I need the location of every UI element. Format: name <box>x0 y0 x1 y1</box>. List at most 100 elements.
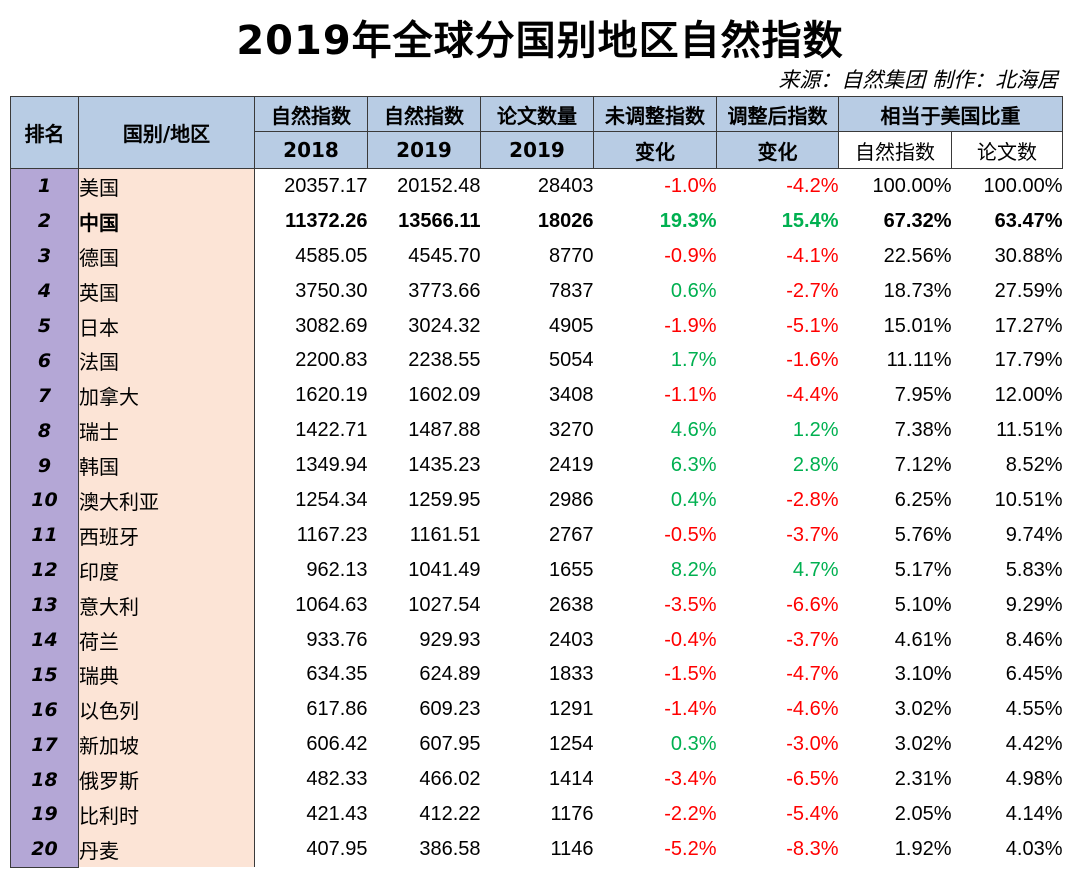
country-cell: 日本 <box>78 308 255 344</box>
unadjusted-change-cell: 8.2% <box>670 558 717 581</box>
relative-ni-cell: 1.92% <box>894 838 952 861</box>
rank-cell: 14 <box>10 622 79 658</box>
adjusted-change-cell: -4.1% <box>786 244 839 267</box>
papers-cell: 2403 <box>549 628 594 651</box>
nature-index-table: 排名 国别/地区 自然指数 自然指数 论文数量 未调整指数 调整后指数 相当于美… <box>10 96 1063 868</box>
relative-papers-cell: 8.52% <box>1005 454 1063 477</box>
adjusted-change-cell: -2.8% <box>786 488 839 511</box>
adjusted-change-cell: -2.7% <box>786 279 839 302</box>
header-relative-to-us: 相当于美国比重 <box>838 96 1063 132</box>
ni2019-cell: 1602.09 <box>408 384 481 407</box>
header-relative-papers: 论文数 <box>951 131 1063 169</box>
ni2018-cell: 1620.19 <box>295 384 368 407</box>
ni2018-cell: 962.13 <box>306 558 368 581</box>
ni2019-cell: 3024.32 <box>408 314 481 337</box>
ni2019-cell: 1041.49 <box>408 558 481 581</box>
ni2019-cell: 20152.48 <box>397 174 481 197</box>
unadjusted-change-cell: -0.5% <box>664 523 717 546</box>
relative-ni-cell: 3.02% <box>894 733 952 756</box>
ni2018-cell: 634.35 <box>306 663 368 686</box>
rank-cell: 1 <box>10 168 79 204</box>
relative-papers-cell: 27.59% <box>994 279 1063 302</box>
papers-cell: 2419 <box>549 454 594 477</box>
unadjusted-change-cell: 0.6% <box>670 279 717 302</box>
rank-cell: 19 <box>10 797 79 832</box>
relative-papers-cell: 17.79% <box>994 349 1063 372</box>
ni2019-cell: 412.22 <box>419 802 481 825</box>
ni2019-cell: 386.58 <box>419 838 481 861</box>
country-cell: 荷兰 <box>78 622 255 658</box>
unadjusted-change-cell: 6.3% <box>670 454 717 477</box>
country-cell: 法国 <box>78 343 255 379</box>
table-row: 12 印度 962.13 1041.49 1655 8.2% 4.7% 5.17% 5.83% <box>10 552 1063 588</box>
adjusted-change-cell: -6.6% <box>786 593 839 616</box>
adjusted-change-cell: -4.2% <box>786 174 839 197</box>
ni2019-cell: 2238.55 <box>408 349 481 372</box>
relative-ni-cell: 15.01% <box>883 314 952 337</box>
ni2019-cell: 466.02 <box>419 768 481 791</box>
rank-cell: 7 <box>10 378 79 414</box>
ni2019-cell: 4545.70 <box>408 244 481 267</box>
header-papers: 论文数量 <box>480 96 594 132</box>
header-rank: 排名 <box>10 96 79 169</box>
relative-ni-cell: 11.11% <box>886 349 952 372</box>
adjusted-change-cell: -1.6% <box>786 349 839 372</box>
ni2019-cell: 609.23 <box>419 698 481 721</box>
papers-cell: 2767 <box>549 523 594 546</box>
relative-ni-cell: 67.32% <box>883 209 952 232</box>
source-note: 来源：自然集团 制作：北海居 <box>778 68 1058 92</box>
rank-cell: 5 <box>10 308 79 344</box>
table-row: 6 法国 2200.83 2238.55 5054 1.7% -1.6% 11.11% 17.7… <box>10 343 1063 379</box>
adjusted-change-cell: -4.6% <box>786 698 839 721</box>
unadjusted-change-cell: -1.5% <box>664 663 717 686</box>
adjusted-change-cell: -3.7% <box>786 628 839 651</box>
country-cell: 新加坡 <box>78 727 255 763</box>
relative-ni-cell: 6.25% <box>894 488 952 511</box>
unadjusted-change-cell: -3.5% <box>664 593 717 616</box>
relative-papers-cell: 9.29% <box>1005 593 1063 616</box>
unadjusted-change-cell: 0.3% <box>670 733 717 756</box>
relative-ni-cell: 5.17% <box>894 558 952 581</box>
header-unadjusted-change: 变化 <box>593 131 717 169</box>
unadjusted-change-cell: 4.6% <box>670 419 717 442</box>
papers-cell: 28403 <box>537 174 594 197</box>
papers-cell: 7837 <box>549 279 594 302</box>
rank-cell: 20 <box>10 831 79 868</box>
relative-ni-cell: 100.00% <box>872 174 952 197</box>
rank-cell: 12 <box>10 552 79 588</box>
header-country: 国别/地区 <box>78 96 255 169</box>
ni2018-cell: 1064.63 <box>295 593 368 616</box>
rank-cell: 10 <box>10 483 79 518</box>
header-adjusted-change: 变化 <box>716 131 839 169</box>
header-adjusted: 调整后指数 <box>716 96 839 132</box>
ni2018-cell: 2200.83 <box>295 349 368 372</box>
adjusted-change-cell: 2.8% <box>792 454 839 477</box>
ni2019-cell: 13566.11 <box>398 209 481 232</box>
relative-papers-cell: 12.00% <box>994 384 1063 407</box>
relative-papers-cell: 5.83% <box>1005 558 1063 581</box>
ni2018-cell: 1167.23 <box>296 523 368 546</box>
table-row: 4 英国 3750.30 3773.66 7837 0.6% -2.7% 18.73% 27.5… <box>10 273 1063 309</box>
rank-cell: 11 <box>10 517 79 553</box>
country-cell: 澳大利亚 <box>78 483 255 518</box>
relative-papers-cell: 9.74% <box>1005 523 1063 546</box>
relative-papers-cell: 100.00% <box>983 174 1063 197</box>
ni2018-cell: 20357.17 <box>284 174 368 197</box>
papers-cell: 3408 <box>549 384 594 407</box>
ni2019-cell: 1487.88 <box>408 419 481 442</box>
relative-papers-cell: 4.14% <box>1005 802 1063 825</box>
relative-papers-cell: 10.51% <box>994 488 1063 511</box>
table-row: 14 荷兰 933.76 929.93 2403 -0.4% -3.7% 4.61% 8.46% <box>10 622 1063 658</box>
unadjusted-change-cell: -0.4% <box>664 628 717 651</box>
adjusted-change-cell: -3.7% <box>786 523 839 546</box>
papers-cell: 1655 <box>549 558 594 581</box>
country-cell: 以色列 <box>78 692 255 728</box>
header-ni2019: 自然指数 <box>367 96 481 132</box>
table-row: 19 比利时 421.43 412.22 1176 -2.2% -5.4% 2.05% 4.14… <box>10 797 1063 832</box>
ni2018-cell: 11372.26 <box>285 209 368 232</box>
table-row: 8 瑞士 1422.71 1487.88 3270 4.6% 1.2% 7.38% 11.51% <box>10 413 1063 449</box>
relative-ni-cell: 4.61% <box>894 628 952 651</box>
ni2018-cell: 617.86 <box>306 698 368 721</box>
ni2019-cell: 624.89 <box>419 663 481 686</box>
relative-papers-cell: 4.55% <box>1005 698 1063 721</box>
